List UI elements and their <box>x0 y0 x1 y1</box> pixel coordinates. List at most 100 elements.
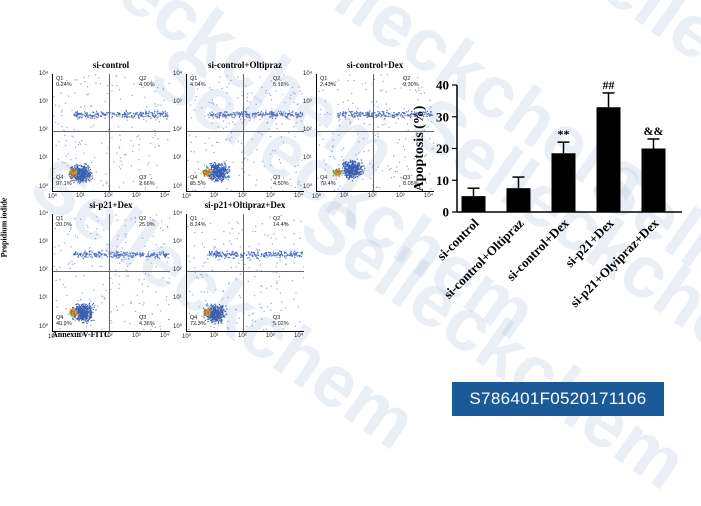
scatter-dot <box>87 172 88 173</box>
scatter-dot <box>388 116 389 117</box>
scatter-dot <box>284 256 285 257</box>
scatter-dot <box>389 169 390 170</box>
scatter-dot <box>337 171 338 172</box>
scatter-dot <box>57 307 58 308</box>
scatter-dot <box>211 322 212 323</box>
scatter-dot <box>54 178 55 179</box>
scatter-dot <box>90 306 91 307</box>
scatter-dot <box>222 252 223 253</box>
scatter-dot <box>213 103 214 104</box>
scatter-dot <box>140 115 141 116</box>
x-tick-label: 10⁴ <box>160 333 169 339</box>
scatter-dot <box>395 171 396 172</box>
scatter-dot <box>211 304 212 305</box>
scatter-dot <box>154 111 155 112</box>
scatter-dot <box>275 252 276 253</box>
scatter-dot <box>162 89 163 90</box>
scatter-dot <box>75 304 76 305</box>
scatter-dot <box>207 303 208 304</box>
scatter-dot <box>215 320 216 321</box>
scatter-dot <box>320 114 321 115</box>
scatter-dot <box>187 160 188 161</box>
scatter-dot <box>272 244 273 245</box>
scatter-dot <box>93 112 94 113</box>
scatter-dot <box>345 111 346 112</box>
scatter-dot <box>216 104 217 105</box>
scatter-dot <box>96 114 97 115</box>
scatter-dot <box>382 111 383 112</box>
y-tick-label: 10³ <box>303 99 312 105</box>
scatter-dot <box>75 176 76 177</box>
scatter-dot <box>270 154 271 155</box>
scatter-dot <box>81 253 82 254</box>
scatter-dot <box>240 246 241 247</box>
scatter-dot <box>146 121 147 122</box>
scatter-dot <box>157 187 158 188</box>
scatter-dot <box>342 113 343 114</box>
scatter-dot <box>260 256 261 257</box>
scatter-dot <box>203 308 204 309</box>
scatter-dot <box>249 315 250 316</box>
scatter-dot <box>148 162 149 163</box>
scatter-dot <box>336 175 337 176</box>
scatter-dot <box>116 76 117 77</box>
scatter-dot <box>79 304 80 305</box>
scatter-dot <box>217 314 218 315</box>
scatter-dot <box>77 165 78 166</box>
scatter-dot <box>388 113 389 114</box>
scatter-dot <box>254 252 255 253</box>
scatter-dot <box>249 257 250 258</box>
scatter-dot <box>56 191 57 192</box>
scatter-dot <box>345 117 346 118</box>
scatter-dot <box>319 144 320 145</box>
scatter-dot <box>210 115 211 116</box>
scatter-dot <box>353 165 354 166</box>
scatter-dot <box>139 114 140 115</box>
scatter-dot <box>338 117 339 118</box>
scatter-dot <box>77 256 78 257</box>
scatter-dot <box>280 252 281 253</box>
scatter-dot <box>300 91 301 92</box>
x-tick-label: 10² <box>238 193 247 199</box>
scatter-dot <box>344 164 345 165</box>
quadrant-percent: 4.04% <box>190 82 206 88</box>
scatter-dot <box>264 234 265 235</box>
scatter-dot <box>156 165 157 166</box>
scatter-dot <box>298 255 299 256</box>
scatter-dot <box>77 254 78 255</box>
scatter-dot <box>95 256 96 257</box>
scatter-dot <box>271 113 272 114</box>
scatter-dot <box>157 304 158 305</box>
scatter-dot <box>282 94 283 95</box>
scatter-dot <box>379 112 380 113</box>
scatter-dot <box>255 112 256 113</box>
scatter-dot <box>130 255 131 256</box>
scatter-dot <box>264 254 265 255</box>
scatter-dot <box>87 94 88 95</box>
scatter-dot <box>92 312 93 313</box>
scatter-dot <box>300 185 301 186</box>
scatter-dot <box>61 93 62 94</box>
x-tick-label: 10¹ <box>76 333 85 339</box>
scatter-dot <box>260 307 261 308</box>
scatter-dot <box>67 234 68 235</box>
scatter-dot <box>280 162 281 163</box>
scatter-dot <box>269 113 270 114</box>
scatter-dot <box>97 306 98 307</box>
scatter-dot <box>266 257 267 258</box>
scatter-dot <box>163 112 164 113</box>
scatter-dot <box>202 232 203 233</box>
scatter-dot <box>224 162 225 163</box>
scatter-dot <box>154 117 155 118</box>
scatter-dot <box>78 317 79 318</box>
scatter-dot <box>72 166 73 167</box>
scatter-dot <box>284 251 285 252</box>
scatter-dot <box>206 169 207 170</box>
scatter-dot <box>215 257 216 258</box>
scatter-dot <box>139 144 140 145</box>
scatter-dot <box>78 179 79 180</box>
scatter-dot <box>390 116 391 117</box>
